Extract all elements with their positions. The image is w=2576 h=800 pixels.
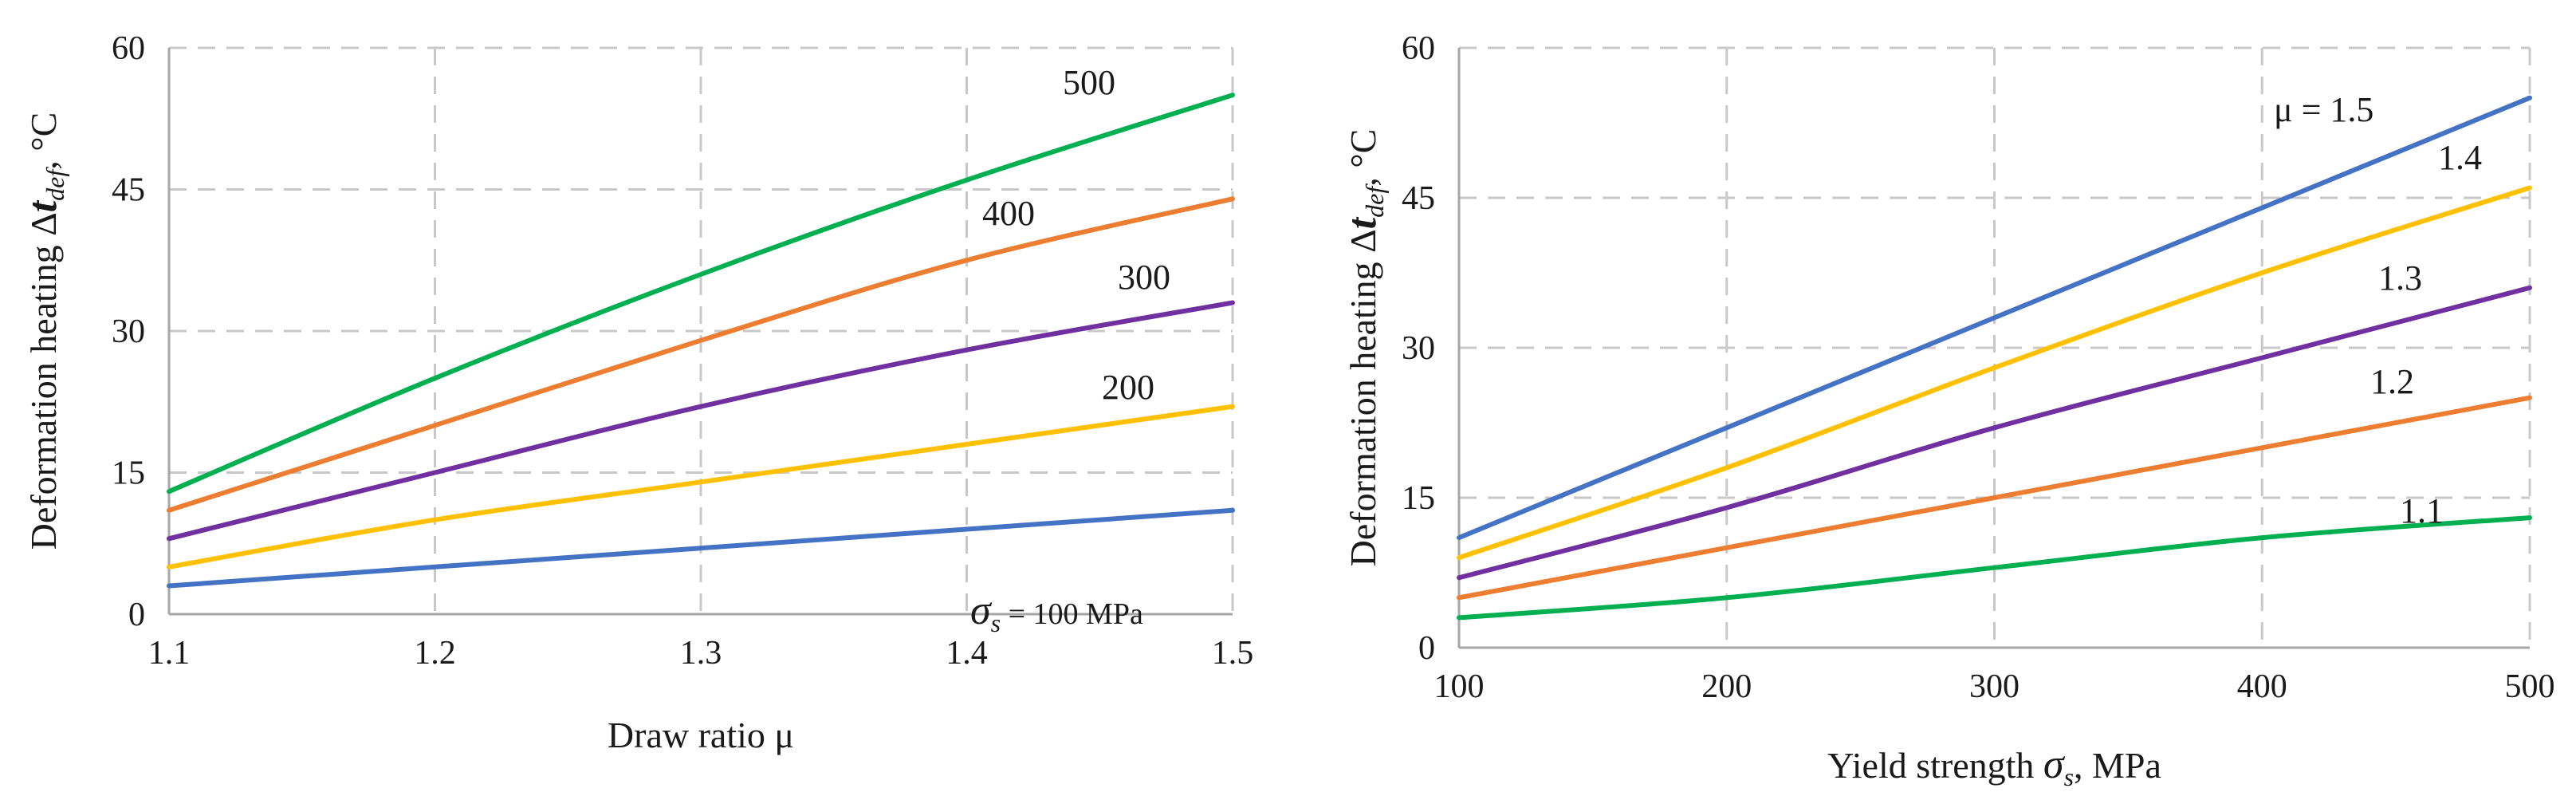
- y-tick-label: 60: [1402, 30, 1435, 67]
- series-label-symbol: σ: [970, 588, 993, 633]
- y-axis-title-unit: , °C: [23, 112, 64, 170]
- x-tick-label: 1.1: [148, 635, 191, 672]
- x-axis-title-symbol: σ: [2043, 742, 2066, 787]
- x-tick-label: 100: [1434, 668, 1485, 705]
- series-line: [1457, 95, 2532, 541]
- y-tick-label: 0: [128, 597, 145, 633]
- series-label: 300: [1118, 258, 1170, 297]
- series-label: 1.4: [2438, 138, 2482, 177]
- series-label: 200: [1102, 368, 1154, 407]
- y-axis-title-text: Deformation heating Δ: [23, 212, 64, 550]
- series-label: 1.3: [2378, 258, 2422, 298]
- series-line: [167, 300, 1235, 542]
- series-label: μ = 1.5: [2274, 90, 2373, 129]
- y-tick-label: 30: [112, 313, 145, 350]
- y-tick-label: 15: [112, 455, 145, 492]
- series-line: [1457, 185, 2532, 561]
- y-axis-title-unit: , °C: [1343, 129, 1383, 187]
- y-axis-title: Deformation heating Δtdef, °C: [20, 112, 69, 550]
- chart-yield-strength: 0 15 30 45 60 100 200 300 400 500 1.1 1.2 1.3 1.4 μ = …: [1339, 30, 2555, 791]
- y-tick-label: 60: [112, 30, 145, 67]
- series-label: 1.1: [2400, 491, 2444, 530]
- series-label-text: = 100 MPa: [1001, 597, 1143, 631]
- x-tick-label: 1.5: [1212, 635, 1254, 672]
- series-line: [1457, 285, 2532, 581]
- y-tick-label: 30: [1402, 330, 1435, 367]
- y-tick-label: 45: [112, 172, 145, 209]
- x-axis-title-subscript: s: [2064, 763, 2074, 791]
- x-tick-label: 1.2: [414, 635, 456, 672]
- series-line: [1457, 515, 2532, 621]
- x-tick-label: 500: [2505, 668, 2555, 705]
- series-line: [167, 507, 1235, 589]
- series-line: [167, 196, 1235, 513]
- x-axis-title-unit: , MPa: [2074, 745, 2161, 786]
- series-label-subscript: s: [991, 609, 1001, 637]
- y-axis-title: Deformation heating Δtdef, °C: [1339, 129, 1389, 567]
- series-line: [167, 404, 1235, 569]
- y-axis-title-subscript: def: [1360, 183, 1389, 218]
- series-label: 400: [982, 194, 1035, 233]
- x-tick-label: 400: [2237, 668, 2287, 705]
- y-tick-label: 15: [1402, 480, 1435, 517]
- x-axis-title: Draw ratio μ: [608, 715, 794, 755]
- x-tick-label: 1.4: [946, 635, 988, 672]
- series-line: [167, 93, 1235, 495]
- y-axis-title-subscript: def: [41, 167, 69, 201]
- series-label: 1.2: [2370, 362, 2414, 401]
- y-tick-label: 0: [1418, 630, 1435, 667]
- series-label: σs = 100 MPa: [970, 588, 1143, 637]
- x-tick-label: 300: [1969, 668, 2020, 705]
- x-tick-label: 200: [1701, 668, 1752, 705]
- chart-draw-ratio: 0 15 30 45 60 1.1 1.2 1.3 1.4 1.5 σs = 100 MPa 200 3…: [20, 30, 1253, 755]
- series-line: [1457, 395, 2532, 601]
- series-label: 500: [1063, 63, 1115, 102]
- y-axis-title-symbol: t: [1339, 216, 1385, 229]
- x-tick-label: 1.3: [680, 635, 722, 672]
- y-tick-label: 45: [1402, 180, 1435, 217]
- x-axis-title: Yield strength σs, MPa: [1827, 742, 2161, 791]
- y-axis-title-symbol: t: [20, 199, 65, 212]
- x-axis-title-text: Yield strength: [1827, 745, 2043, 786]
- y-axis-title-text: Deformation heating Δ: [1343, 229, 1383, 566]
